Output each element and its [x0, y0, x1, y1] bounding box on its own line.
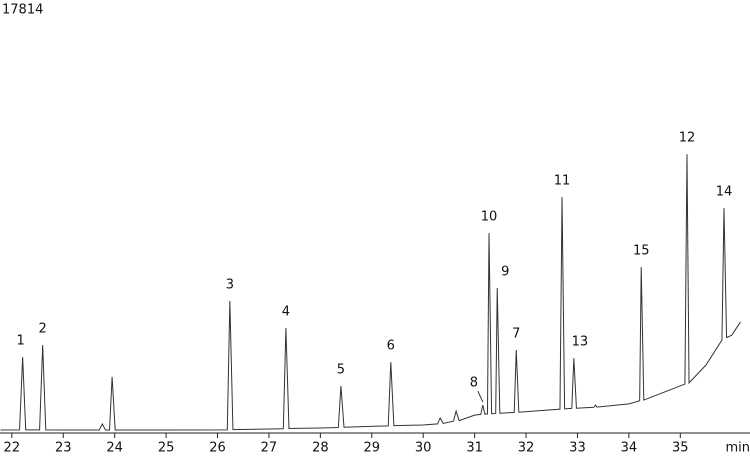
- peak-label: 1: [16, 334, 24, 349]
- peak-label: 9: [501, 264, 509, 279]
- peak-label: 7: [512, 326, 520, 341]
- x-tick-label: 24: [106, 441, 123, 456]
- x-tick-label: 32: [518, 441, 535, 456]
- peak-label: 2: [39, 321, 47, 336]
- x-tick-label: 23: [55, 441, 72, 456]
- x-tick-label: 26: [209, 441, 226, 456]
- x-tick-label: 22: [4, 441, 21, 456]
- trace: [0, 154, 741, 431]
- peak-label: 4: [282, 305, 290, 320]
- x-tick-label: 35: [672, 441, 689, 456]
- x-axis-label: min: [725, 441, 750, 456]
- peak-label: 14: [716, 185, 733, 200]
- peak-label: 11: [554, 174, 571, 189]
- x-tick-label: 29: [363, 441, 380, 456]
- x-tick-label: 28: [312, 441, 329, 456]
- x-tick-label: 25: [158, 441, 175, 456]
- peak-label: 13: [572, 335, 589, 350]
- x-tick-label: 31: [466, 441, 483, 456]
- y-scale-label: 17814: [2, 3, 43, 18]
- peak-label: 15: [633, 243, 650, 258]
- peak-label: 6: [387, 339, 395, 354]
- x-tick-label: 33: [569, 441, 586, 456]
- peak-label: 10: [481, 210, 498, 225]
- peak-label: 8: [470, 376, 478, 391]
- peak-leader: [477, 390, 484, 403]
- peak-label: 12: [679, 131, 696, 146]
- x-tick-label: 30: [415, 441, 432, 456]
- x-tick-label: 27: [261, 441, 278, 456]
- x-tick-label: 34: [621, 441, 638, 456]
- peak-label: 3: [226, 278, 234, 293]
- peak-label: 5: [337, 363, 345, 378]
